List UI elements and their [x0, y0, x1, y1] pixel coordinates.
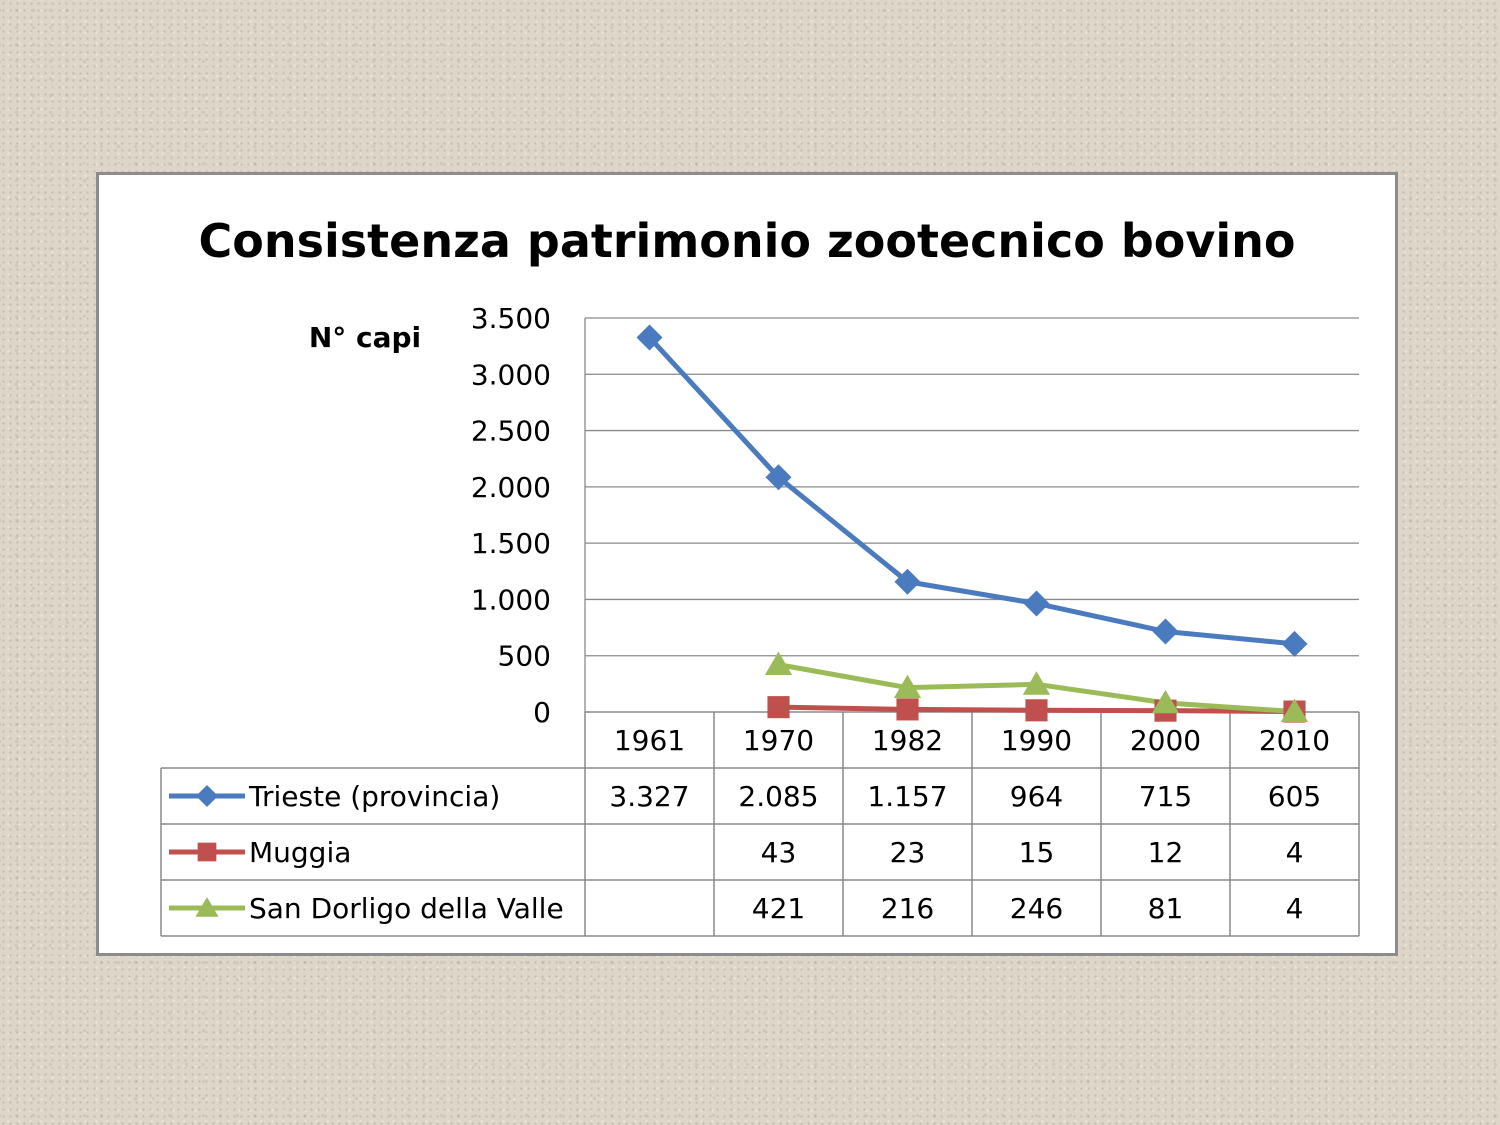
data-point: [896, 698, 919, 721]
data-label: 23: [890, 836, 926, 869]
x-category-label: 2010: [1259, 724, 1330, 757]
data-label: 81: [1148, 892, 1184, 925]
data-label: 4: [1286, 892, 1304, 925]
data-label: 4: [1286, 836, 1304, 869]
y-axis-ticks: 0 500 1.000 1.500 2.000 2.500 3.000 3.500: [471, 302, 551, 729]
data-label: 43: [761, 836, 797, 869]
data-point: [767, 696, 790, 719]
data-table: 1961 1970 1982 1990 2000 2010 Trieste (provinc…: [160, 711, 1360, 937]
y-axis-label: N° capi: [309, 321, 421, 354]
data-label: 216: [881, 892, 934, 925]
y-tick-label: 3.500: [471, 302, 551, 335]
chart-title: Consistenza patrimonio zootecnico bovino: [199, 214, 1296, 268]
data-label: 3.327: [609, 780, 689, 813]
data-label: 1.157: [867, 780, 947, 813]
data-point: [893, 674, 922, 699]
chart-frame: Consistenza patrimonio zootecnico bovino…: [96, 172, 1398, 956]
y-tick-label: 2.500: [471, 415, 551, 448]
data-label: 715: [1139, 780, 1192, 813]
legend-key-marker-2: [195, 897, 219, 917]
line-chart: Consistenza patrimonio zootecnico bovino…: [160, 214, 1360, 937]
series-name-2: San Dorligo della Valle: [249, 892, 564, 925]
data-point: [1152, 618, 1179, 645]
data-label: 15: [1019, 836, 1055, 869]
y-tick-label: 1.000: [471, 583, 551, 616]
data-label: 421: [752, 892, 805, 925]
gridlines: [584, 317, 1359, 712]
data-point: [636, 324, 663, 351]
data-label: 246: [1010, 892, 1063, 925]
data-point: [765, 464, 792, 491]
data-point: [1022, 671, 1051, 695]
x-category-label: 2000: [1130, 724, 1201, 757]
series-markers: [636, 324, 1309, 723]
data-point: [1281, 630, 1308, 657]
data-point: [894, 568, 921, 595]
y-tick-label: 3.000: [471, 358, 551, 391]
series-name-0: Trieste (provincia): [248, 780, 500, 813]
x-category-label: 1982: [872, 724, 943, 757]
data-label: 12: [1148, 836, 1184, 869]
y-tick-label: 0: [533, 696, 551, 729]
data-label: 2.085: [738, 780, 818, 813]
data-point: [1151, 689, 1180, 714]
x-category-label: 1970: [743, 724, 814, 757]
legend-key-marker-1: [197, 842, 217, 862]
series-line-0: [647, 335, 1295, 647]
x-category-label: 1961: [614, 724, 685, 757]
data-point: [1280, 698, 1309, 722]
data-label: 964: [1010, 780, 1063, 813]
legend-key-marker-0: [196, 785, 218, 807]
y-tick-label: 2.000: [471, 471, 551, 504]
data-label: 605: [1268, 780, 1321, 813]
data-point: [1025, 699, 1048, 722]
series-name-1: Muggia: [249, 836, 351, 869]
y-tick-label: 500: [498, 640, 551, 673]
data-point: [1023, 590, 1050, 617]
x-category-label: 1990: [1001, 724, 1072, 757]
data-point: [764, 651, 793, 676]
y-tick-label: 1.500: [471, 527, 551, 560]
